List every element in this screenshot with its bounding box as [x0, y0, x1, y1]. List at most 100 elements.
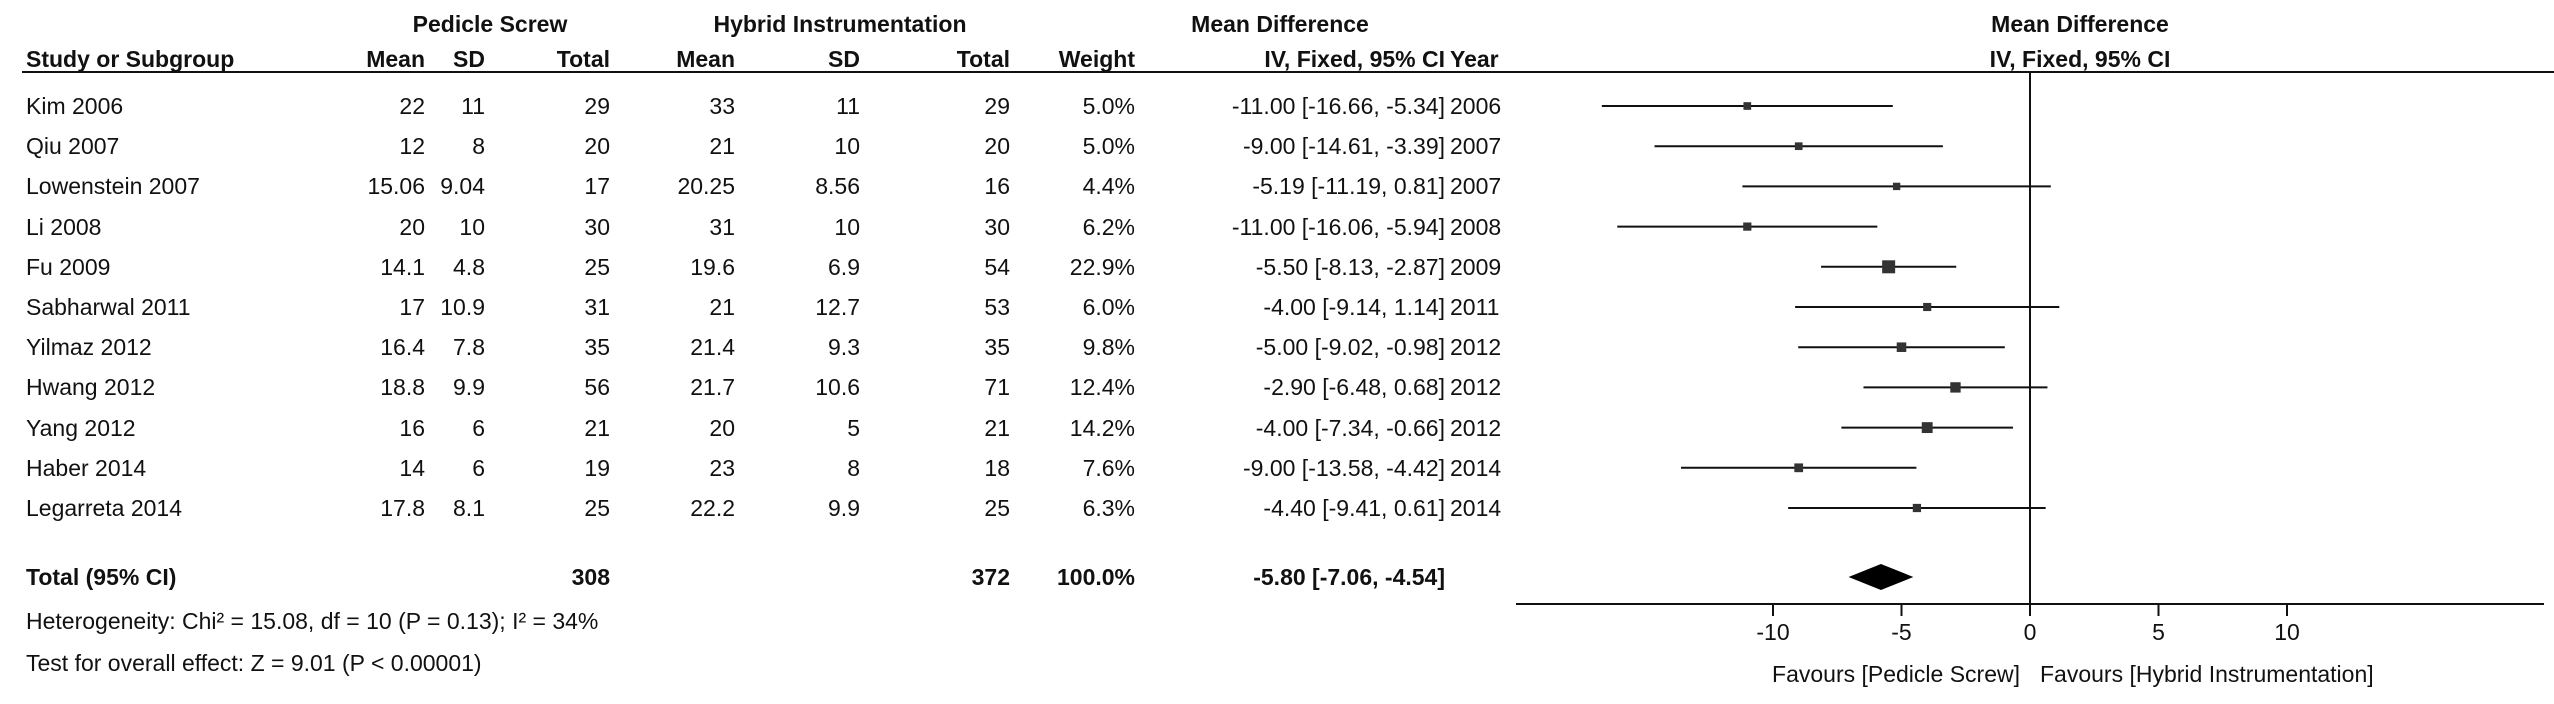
total-n2: 372	[971, 564, 1010, 590]
cell-total1: 31	[584, 294, 610, 320]
cell-mean2: 20.25	[677, 173, 735, 200]
cell-study: Li 2008	[26, 213, 102, 240]
col-sd1: SD	[453, 46, 485, 72]
cell-total1: 29	[584, 93, 610, 119]
cell-year: 2009	[1450, 253, 1502, 280]
cell-ci: -9.00 [-13.58, -4.42]	[1242, 454, 1445, 481]
favours-left-label: Favours [Pedicle Screw]	[1772, 661, 2020, 687]
col-mean1: Mean	[366, 46, 425, 72]
point-estimate-marker	[1912, 503, 1922, 513]
cell-study: Legarreta 2014	[26, 495, 183, 521]
cell-sd2: 10	[834, 133, 860, 160]
cell-total2: 53	[984, 294, 1010, 320]
cell-sd1: 8	[472, 133, 485, 160]
cell-mean1: 15.06	[367, 173, 425, 200]
cell-total1: 56	[584, 374, 610, 401]
cell-mean1: 14	[399, 454, 425, 481]
cell-total2: 29	[984, 93, 1010, 119]
cell-study: Fu 2009	[26, 253, 111, 280]
cell-weight: 4.4%	[1082, 173, 1135, 200]
axis-tick-label: -5	[1891, 619, 1912, 645]
cell-ci: -5.19 [-11.19, 0.81]	[1252, 173, 1445, 200]
cell-sd2: 5	[847, 414, 860, 441]
point-estimate-marker	[1743, 222, 1752, 231]
axis-tick-label: -10	[1756, 619, 1790, 645]
axis-tick-label: 10	[2274, 619, 2300, 645]
point-estimate-marker	[1892, 182, 1901, 191]
total-n1: 308	[571, 564, 610, 590]
cell-total1: 19	[584, 454, 610, 481]
col-weight: Weight	[1058, 46, 1135, 72]
cell-weight: 7.6%	[1082, 454, 1135, 481]
cell-mean1: 16	[399, 414, 425, 441]
cell-ci: -11.00 [-16.66, -5.34]	[1231, 93, 1445, 119]
cell-sd1: 10	[459, 213, 485, 240]
cell-sd1: 6	[472, 414, 485, 441]
cell-mean1: 22	[399, 93, 425, 119]
cell-mean1: 12	[399, 133, 425, 160]
cell-total2: 71	[984, 374, 1010, 401]
col-sd2: SD	[828, 46, 860, 72]
cell-sd2: 12.7	[815, 294, 860, 320]
cell-weight: 6.3%	[1082, 495, 1135, 521]
cell-year: 2014	[1450, 495, 1502, 521]
cell-total1: 30	[584, 213, 610, 240]
cell-mean2: 20	[709, 414, 735, 441]
total-label: Total (95% CI)	[26, 564, 177, 590]
effect-header: Mean Difference	[1191, 11, 1369, 37]
cell-weight: 14.2%	[1069, 414, 1135, 441]
cell-mean2: 31	[709, 213, 735, 240]
cell-mean1: 20	[399, 213, 425, 240]
cell-sd2: 10.6	[815, 374, 860, 401]
cell-study: Sabharwal 2011	[26, 294, 191, 320]
cell-mean2: 21	[709, 133, 735, 160]
cell-sd1: 11	[461, 93, 485, 119]
cell-sd2: 8	[847, 454, 860, 481]
point-estimate-marker	[1896, 342, 1907, 352]
plot-header: Mean Difference	[1991, 11, 2169, 37]
cell-total2: 21	[984, 414, 1010, 441]
cell-sd1: 10.9	[440, 294, 485, 320]
group2-header: Hybrid Instrumentation	[713, 11, 967, 37]
point-estimate-marker	[1923, 302, 1932, 312]
cell-weight: 5.0%	[1082, 133, 1135, 160]
cell-total1: 20	[584, 133, 610, 160]
cell-weight: 5.0%	[1082, 93, 1135, 119]
col-ci: IV, Fixed, 95% CI	[1264, 46, 1445, 72]
cell-mean2: 22.2	[690, 495, 735, 521]
cell-sd1: 9.9	[453, 374, 485, 401]
cell-sd1: 6	[472, 454, 485, 481]
cell-year: 2014	[1450, 454, 1502, 481]
cell-total2: 20	[984, 133, 1010, 160]
cell-sd2: 9.9	[828, 495, 860, 521]
cell-sd2: 10	[834, 213, 860, 240]
cell-total1: 17	[584, 173, 610, 200]
cell-ci: -4.00 [-7.34, -0.66]	[1255, 414, 1445, 441]
cell-study: Kim 2006	[26, 93, 124, 119]
point-estimate-marker	[1921, 422, 1933, 434]
axis-tick-label: 5	[2152, 619, 2165, 645]
point-estimate-marker	[1743, 102, 1752, 110]
cell-weight: 6.2%	[1082, 213, 1135, 240]
cell-study: Hwang 2012	[26, 374, 156, 401]
cell-study: Haber 2014	[26, 454, 147, 481]
cell-sd1: 8.1	[453, 495, 485, 521]
total-ci: -5.80 [-7.06, -4.54]	[1253, 564, 1445, 590]
forest-plot-marks	[1516, 72, 2544, 616]
cell-mean2: 33	[709, 93, 735, 119]
cell-sd2: 6.9	[828, 253, 860, 280]
cell-ci: -4.40 [-9.41, 0.61]	[1263, 495, 1445, 521]
cell-ci: -5.50 [-8.13, -2.87]	[1255, 253, 1445, 280]
cell-mean2: 19.6	[690, 253, 735, 280]
cell-total1: 25	[584, 495, 610, 521]
favours-right-label: Favours [Hybrid Instrumentation]	[2040, 661, 2374, 687]
cell-total2: 25	[984, 495, 1010, 521]
col-total1: Total	[556, 46, 610, 72]
cell-year: 2011	[1450, 294, 1500, 320]
cell-total2: 30	[984, 213, 1010, 240]
cell-sd1: 9.04	[440, 173, 485, 200]
col-total2: Total	[956, 46, 1010, 72]
col-year: Year	[1450, 46, 1499, 72]
cell-total2: 54	[984, 253, 1010, 280]
cell-total2: 18	[984, 454, 1010, 481]
